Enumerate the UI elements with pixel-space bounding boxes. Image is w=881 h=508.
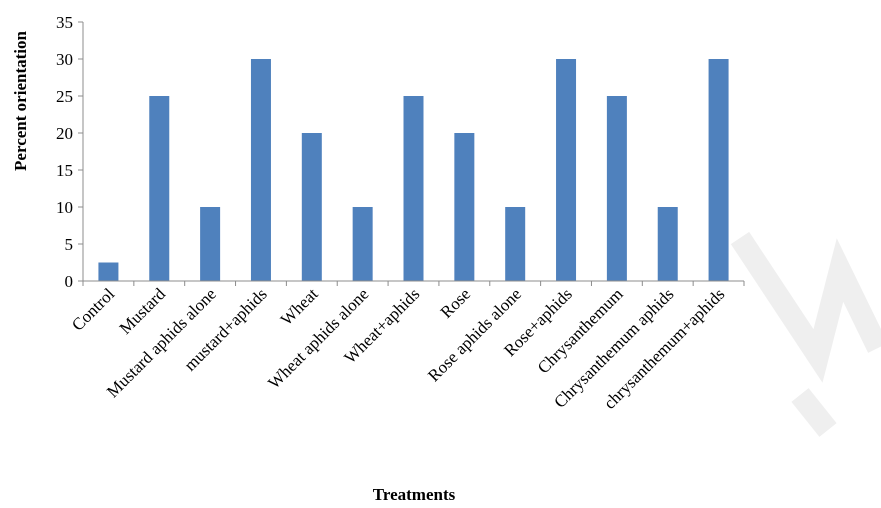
bar	[657, 207, 678, 281]
bar	[301, 133, 322, 281]
x-category-label: Control	[68, 284, 118, 334]
x-axis-title: Treatments	[373, 485, 456, 504]
bar	[556, 59, 577, 281]
bar	[708, 59, 729, 281]
x-category-label: Rose aphids alone	[424, 284, 525, 385]
bar	[505, 207, 526, 281]
bar	[454, 133, 475, 281]
watermark-graphic	[730, 231, 881, 437]
y-axis-title: Percent orientation	[11, 31, 30, 171]
y-tick-label: 15	[56, 161, 73, 180]
bars-layer	[98, 59, 729, 281]
bar	[250, 59, 271, 281]
y-tick-label: 30	[56, 50, 73, 69]
bar	[606, 96, 627, 281]
bar	[403, 96, 424, 281]
y-tick-label: 5	[65, 235, 74, 254]
x-category-label: Rose	[437, 284, 474, 321]
bar	[200, 207, 221, 281]
y-tick-label: 25	[56, 87, 73, 106]
bar	[352, 207, 373, 281]
y-tick-label: 35	[56, 13, 73, 32]
y-tick-label: 20	[56, 124, 73, 143]
axes-layer	[78, 21, 745, 286]
x-category-label: Wheat	[277, 284, 322, 329]
y-tick-label: 0	[65, 272, 74, 291]
y-tick-label: 10	[56, 198, 73, 217]
bar	[149, 96, 170, 281]
y-tick-labels: 0 5 10 15 20 25 30 35	[56, 13, 73, 291]
bar	[98, 262, 119, 281]
